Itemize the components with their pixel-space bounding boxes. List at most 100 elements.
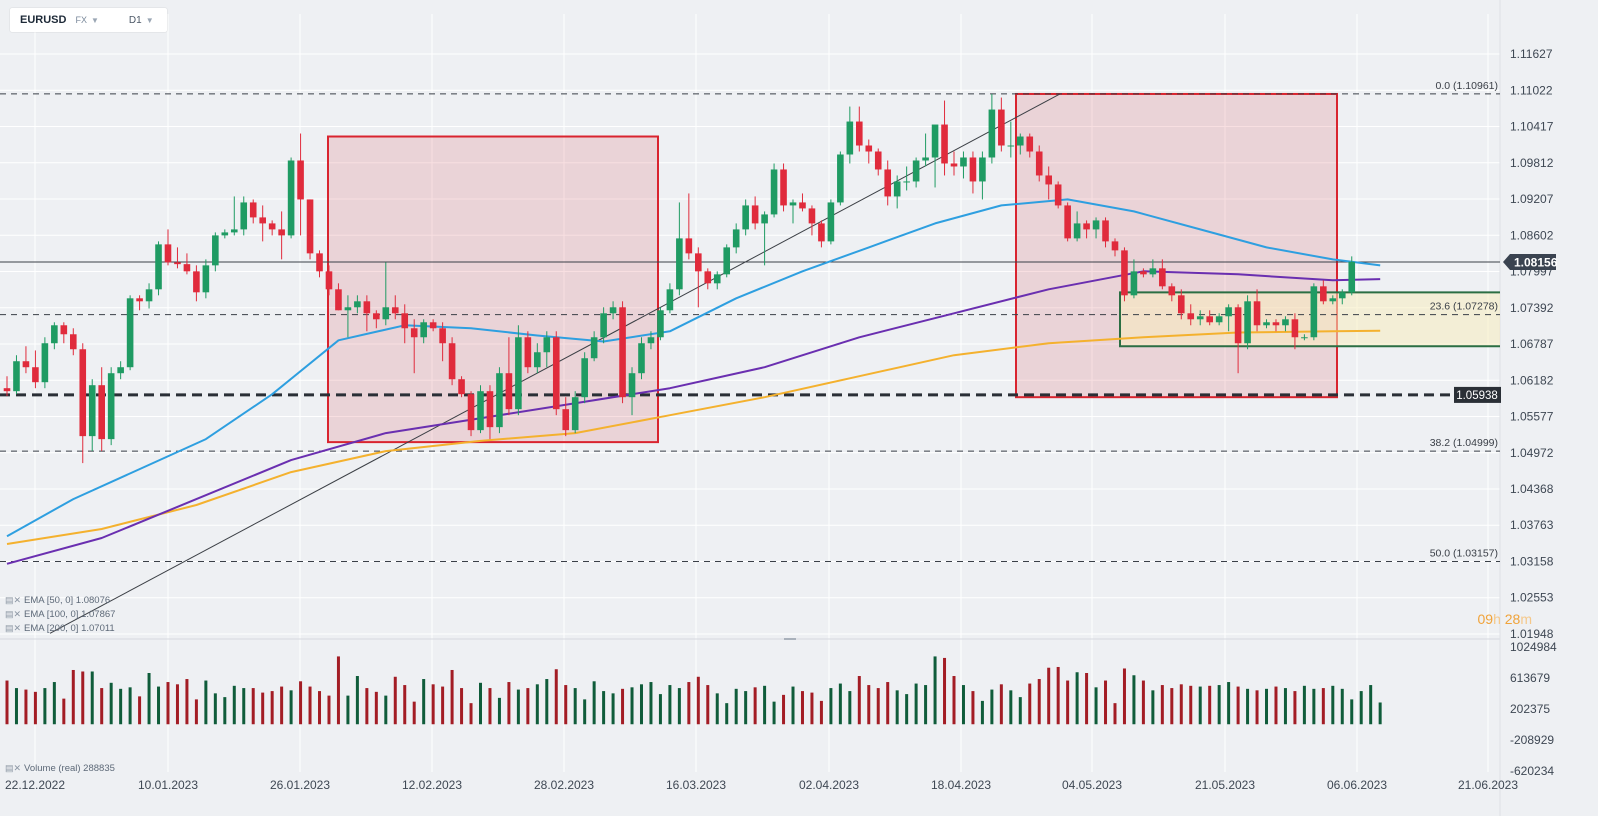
candle-body [979,157,986,182]
candle-body [316,253,323,272]
volume-bar [990,689,994,725]
volume-bar [876,688,880,725]
volume-bar [90,671,94,725]
volume-bar [1340,688,1344,725]
horizontal-lines [0,93,1500,563]
support-price-tag [1454,386,1501,403]
candle-body [88,385,96,437]
volume-bar [1122,668,1126,725]
volume-bar [166,682,170,725]
market-dropdown-icon[interactable]: ▼ [90,15,99,25]
candle-body [1225,307,1232,317]
candle-body [429,322,437,329]
timeframe-dropdown-icon[interactable]: ▼ [145,15,154,25]
price-tick-label: 1.03763 [1510,518,1554,532]
volume-bar [1094,687,1098,725]
indicator-settings-icon[interactable]: ▤✕ [5,595,22,605]
volume-bar [24,689,28,725]
legend-ema200[interactable]: ▤✕ EMA [200, 0] 1.07011 [5,623,115,634]
candle-body [373,313,380,320]
volume-bar [943,657,947,725]
candle-body [117,367,124,374]
price-tick-label: 1.06787 [1510,337,1554,351]
symbol-toolbar[interactable]: EURUSD FX ▼ D1 ▼ [10,8,167,32]
timer-hours: 09 [1477,611,1494,627]
candle-body [98,385,105,440]
volume-bar [933,656,937,725]
volume-bar [952,676,956,725]
volume-bar [715,693,719,725]
legend-ema50[interactable]: ▤✕ EMA [50, 0] 1.08076 [5,595,110,606]
volume-bar [1009,690,1013,725]
legend-volume[interactable]: ▤✕ Volume (real) 288835 [5,763,115,774]
volume-bar [895,690,899,725]
symbol-name[interactable]: EURUSD [20,14,67,26]
volume-bar [630,687,634,725]
date-tick-label: 21.05.2023 [1195,778,1255,792]
candle-body [770,169,778,215]
volume-bar [1302,685,1306,725]
volume-bar [374,691,378,725]
candle-body [79,349,87,437]
volume-bar [81,671,85,725]
volume-tick-label: -208929 [1510,733,1554,747]
volume-bar [516,689,520,725]
candle-body [1291,319,1299,338]
indicator-settings-icon[interactable]: ▤✕ [5,763,22,773]
indicator-settings-icon[interactable]: ▤✕ [5,609,22,619]
candle-body [496,373,503,428]
candle-body [600,313,607,338]
volume-bar [431,684,435,725]
volume-bar [336,656,340,725]
indicator-settings-icon[interactable]: ▤✕ [5,623,22,633]
price-tags: 1.08156 1.05938 [1454,253,1558,403]
timeframe-label[interactable]: D1 [128,14,142,26]
candle-body [931,124,939,158]
volume-bar [5,680,9,725]
candle-body [865,145,873,152]
date-tick-label: 06.06.2023 [1327,778,1387,792]
volume-bar [251,688,255,725]
volume-bar [261,692,265,725]
candle-body [183,264,191,272]
volume-bar [621,688,625,725]
candle-body [941,124,948,164]
volume-bar [346,695,350,725]
volume-bar [583,699,587,725]
candle-body [960,157,967,167]
grid [0,0,1501,816]
legend-ema100[interactable]: ▤✕ EMA [100, 0] 1.07867 [5,609,115,620]
price-tick-label: 1.01948 [1510,627,1554,641]
price-tick-label: 1.03158 [1510,554,1554,568]
volume-bar [782,694,786,725]
candle-body [657,310,664,338]
volume-bar [602,691,606,725]
volume-bar [71,669,75,725]
candle-body [1272,322,1280,326]
candle-body [335,289,342,311]
candle-body [69,334,77,350]
volume-bar [1141,680,1145,725]
candle-body [534,352,541,368]
volume-bar [1255,690,1259,725]
red-zone-box [1015,92,1338,399]
volume-bar [393,676,397,725]
volume-bar [1160,685,1164,725]
volume-bar [1274,686,1278,725]
candle-body [571,397,579,431]
candle-body [1121,250,1128,296]
candle-body [1149,268,1157,275]
volume-bar [554,669,558,725]
timer-hours-unit: h [1493,611,1501,627]
legend-ema50-label: EMA [50, 0] 1.08076 [24,595,111,606]
volume-bar [999,684,1003,725]
candle-body [1016,136,1024,146]
volume-bar [810,692,814,725]
volume-bar [1075,672,1079,725]
candle-body [249,202,257,218]
volume-bar [299,681,303,725]
candle-body [297,160,304,200]
volume-bar [497,697,501,725]
volume-bar [175,684,179,725]
